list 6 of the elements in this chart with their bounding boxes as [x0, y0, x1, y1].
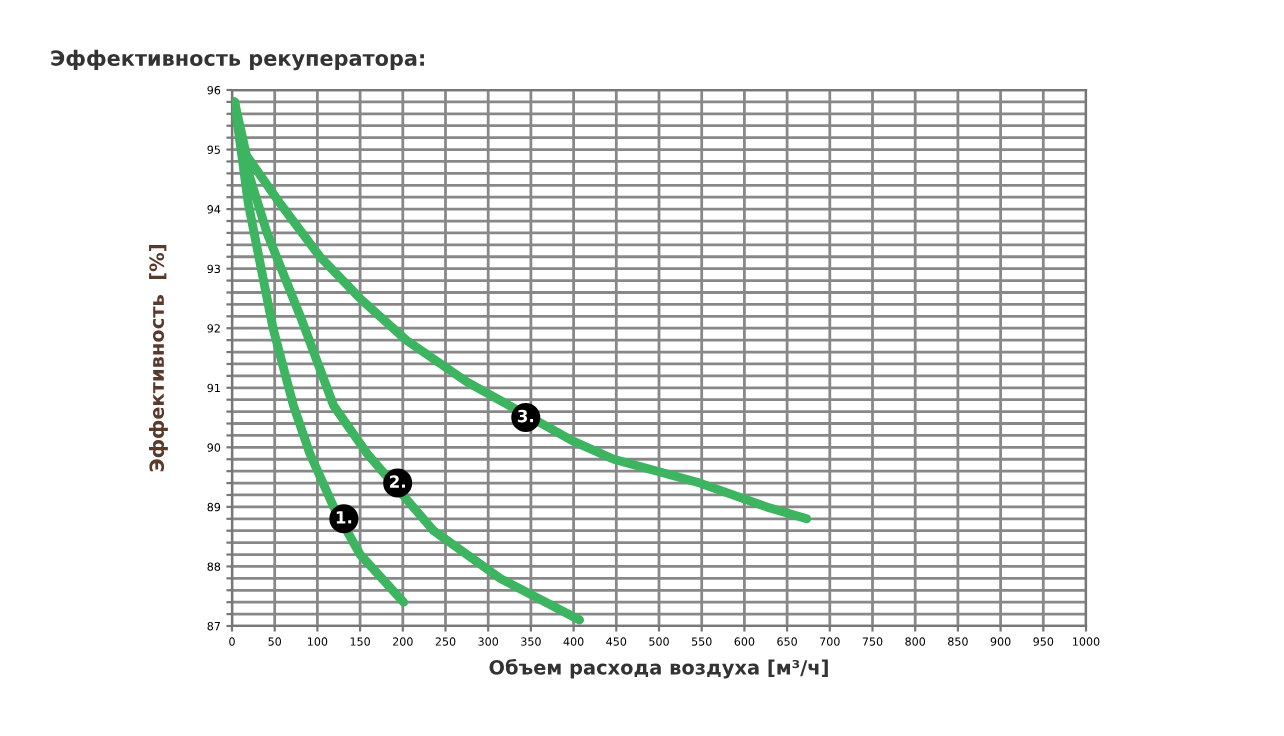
y-axis-title: Эффективность [%]: [149, 245, 168, 472]
x-axis-title: Объем расхода воздуха [м³/ч]: [489, 658, 828, 679]
annotation: 3.: [517, 409, 534, 423]
annotation: 1.: [336, 511, 352, 524]
chart-title: Эффективность рекуператора:: [51, 49, 424, 71]
annotation: 2.: [390, 475, 405, 488]
